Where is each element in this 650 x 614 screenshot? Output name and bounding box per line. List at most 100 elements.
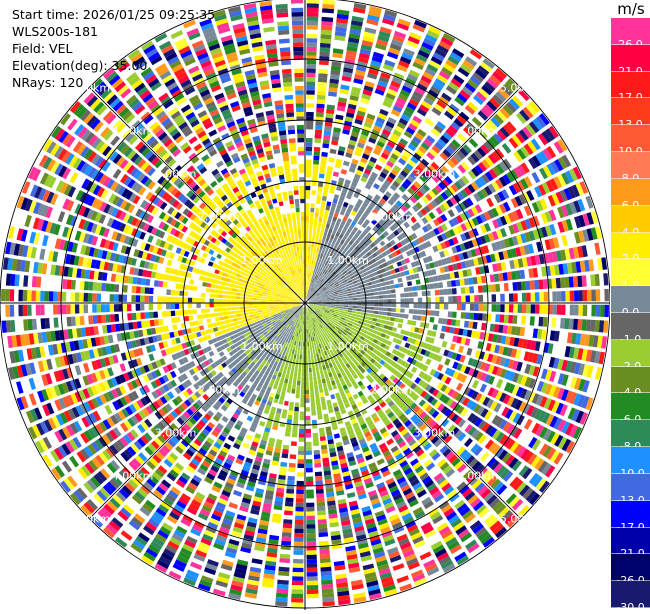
- velocity-gate: [306, 503, 314, 508]
- velocity-gate: [590, 274, 595, 286]
- velocity-gate: [316, 112, 324, 117]
- velocity-gate: [306, 281, 307, 285]
- velocity-gate: [331, 305, 335, 307]
- velocity-gate: [306, 385, 310, 390]
- velocity-gate: [300, 346, 302, 351]
- velocity-gate: [430, 283, 435, 289]
- velocity-gate: [335, 300, 339, 302]
- velocity-gate: [361, 294, 366, 297]
- velocity-gate: [421, 285, 426, 290]
- velocity-gate: [386, 438, 394, 445]
- velocity-gate: [308, 333, 310, 337]
- velocity-gate: [309, 342, 311, 347]
- velocity-gate: [322, 143, 329, 148]
- velocity-gate: [311, 355, 314, 360]
- velocity-gate: [311, 190, 316, 195]
- velocity-gate: [313, 160, 319, 165]
- velocity-gate: [316, 353, 319, 358]
- velocity-gate: [285, 352, 289, 357]
- velocity-gate: [300, 416, 305, 421]
- velocity-gate: [325, 210, 330, 215]
- velocity-gate: [518, 304, 523, 313]
- velocity-gate: [316, 493, 324, 498]
- velocity-gate: [311, 411, 316, 416]
- velocity-gate: [500, 314, 505, 322]
- velocity-gate: [360, 291, 365, 294]
- velocity-gate: [316, 367, 319, 372]
- velocity-gate: [409, 298, 414, 302]
- velocity-gate: [496, 379, 503, 389]
- velocity-gate: [361, 300, 365, 303]
- velocity-gate: [312, 420, 317, 425]
- velocity-gate: [318, 78, 327, 83]
- velocity-gate: [594, 243, 601, 256]
- velocity-gate: [291, 594, 303, 599]
- velocity-gate: [193, 375, 200, 382]
- velocity-gate: [307, 260, 309, 265]
- velocity-gate: [312, 182, 317, 187]
- velocity-gate: [306, 208, 310, 212]
- velocity-gate: [413, 309, 418, 314]
- velocity-gate: [315, 472, 322, 477]
- velocity-gate: [474, 313, 479, 320]
- velocity-gate: [348, 293, 353, 296]
- velocity-gate: [399, 583, 412, 591]
- velocity-gate: [307, 542, 317, 547]
- velocity-gate: [455, 320, 460, 327]
- velocity-gate: [283, 523, 292, 528]
- velocity-gate: [307, 60, 317, 65]
- velocity-gate: [282, 528, 292, 533]
- velocity-gate: [313, 230, 316, 235]
- velocity-gate: [309, 234, 312, 239]
- velocity-gate: [604, 289, 609, 301]
- velocity-gate: [404, 314, 409, 319]
- velocity-gate: [368, 285, 373, 289]
- velocity-gate: [299, 433, 304, 438]
- velocity-gate: [343, 161, 350, 167]
- velocity-gate: [472, 380, 479, 389]
- velocity-gate: [319, 428, 325, 433]
- velocity-gate: [306, 147, 312, 152]
- velocity-gate: [513, 304, 518, 313]
- velocity-gate: [307, 333, 309, 337]
- velocity-gate: [320, 558, 331, 563]
- velocity-gate: [344, 305, 349, 307]
- velocity-gate: [286, 493, 294, 498]
- velocity-gate: [369, 293, 374, 296]
- velocity-gate: [289, 406, 294, 411]
- velocity-gate: [292, 349, 295, 354]
- velocity-gate: [603, 321, 608, 333]
- velocity-gate: [457, 296, 462, 302]
- velocity-gate: [339, 307, 344, 309]
- velocity-gate: [288, 353, 291, 358]
- velocity-gate: [295, 520, 304, 525]
- velocity-gate: [292, 589, 304, 594]
- velocity-gate: [331, 300, 335, 302]
- velocity-gate: [434, 283, 439, 289]
- velocity-gate: [306, 325, 307, 329]
- velocity-gate: [320, 39, 331, 44]
- velocity-gate: [322, 458, 329, 463]
- velocity-gate: [307, 576, 318, 581]
- velocity-gate: [339, 295, 344, 297]
- velocity-gate: [298, 455, 304, 460]
- velocity-gate: [292, 385, 296, 390]
- velocity-gate: [318, 380, 322, 385]
- velocity-gate: [464, 438, 473, 447]
- velocity-gate: [335, 298, 339, 300]
- velocity-gate: [306, 82, 315, 87]
- velocity-gate: [285, 502, 293, 507]
- velocity-gate: [318, 82, 327, 87]
- velocity-gate: [447, 281, 452, 287]
- velocity-gate: [464, 278, 469, 285]
- velocity-gate: [474, 295, 479, 302]
- velocity-gate: [309, 377, 312, 382]
- velocity-gate: [315, 130, 322, 135]
- velocity-gate: [327, 304, 331, 305]
- velocity-gate: [348, 296, 353, 298]
- velocity-gate: [287, 388, 291, 393]
- velocity-gate: [307, 268, 309, 272]
- velocity-gate: [294, 354, 297, 359]
- velocity-gate: [557, 291, 562, 301]
- velocity-gate: [317, 506, 326, 511]
